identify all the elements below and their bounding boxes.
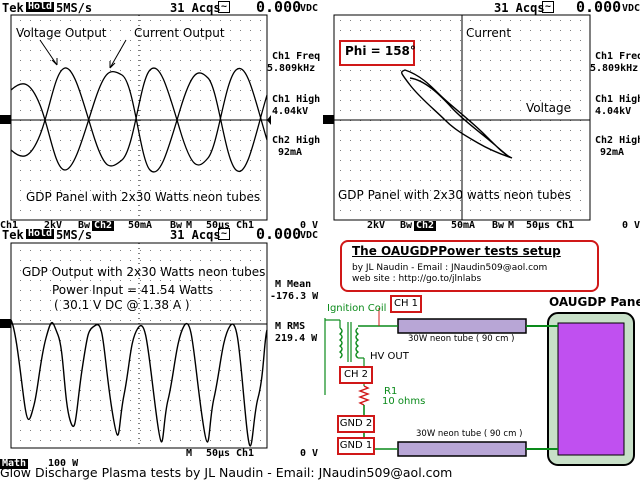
tl-mode: Hold bbox=[26, 1, 55, 12]
tr-footer-ch2: Ch2 bbox=[414, 220, 437, 231]
bl-mode: Hold bbox=[26, 228, 55, 239]
bl-math-scale: 100 W bbox=[48, 458, 79, 469]
panel-title: OAUGDP Panel bbox=[549, 295, 640, 309]
bl-trigger-icon: ~ bbox=[218, 228, 231, 240]
ch1-probe: CH 1 bbox=[390, 295, 422, 313]
tl-footer-bw: Bw bbox=[78, 220, 91, 231]
tr-footer-ch2-scale: 50mA bbox=[451, 220, 476, 231]
tr-high1-label: Ch1 High bbox=[595, 94, 640, 105]
bl-footer-m: M bbox=[186, 448, 193, 459]
bl-rate: 5MS/s bbox=[56, 228, 93, 242]
phi-label: Phi = 158° bbox=[345, 44, 416, 58]
tl-voltage: 0.000 bbox=[256, 0, 302, 16]
bl-power-detail: ( 30.1 V DC @ 1.38 A ) bbox=[54, 298, 190, 312]
tr-voltage: 0.000 bbox=[576, 0, 622, 16]
tr-trigger-icon: ~ bbox=[542, 1, 555, 13]
tl-high2-label: Ch2 High bbox=[272, 135, 321, 146]
tl-brand: Tek bbox=[2, 1, 24, 15]
tl-trigger-icon: ~ bbox=[218, 1, 231, 13]
phi-box bbox=[339, 40, 415, 66]
tube-top-label: 30W neon tube ( 90 cm ) bbox=[408, 334, 515, 344]
tl-high1-value: 4.04kV bbox=[272, 106, 309, 117]
bl-footer-level: 0 V bbox=[300, 448, 319, 459]
tl-footer-bw2: Bw bbox=[170, 220, 183, 231]
tl-high1-label: Ch1 High bbox=[272, 94, 321, 105]
tl-footer-level: 0 V bbox=[300, 220, 319, 231]
footer-credit: Glow Discharge Plasma tests by JL Naudin… bbox=[0, 465, 453, 480]
bl-math: Math bbox=[0, 458, 29, 469]
bl-footer-timebase: 50μs bbox=[206, 448, 231, 459]
bl-mean-value: -176.3 W bbox=[270, 291, 319, 302]
tr-footer-timebase: 50μs bbox=[526, 220, 551, 231]
tr-footer-trig: Ch1 bbox=[556, 220, 575, 231]
voltage-trace bbox=[10, 67, 268, 167]
setup-website: web site : http://go.to/jlnlabs bbox=[352, 274, 482, 284]
tr-freq-label: Ch1 Freq bbox=[595, 51, 640, 62]
r1-label: R1 bbox=[384, 386, 398, 397]
bl-footer-trig: Ch1 bbox=[236, 448, 255, 459]
tl-caption: GDP Panel with 2x30 Watts neon tubes bbox=[26, 190, 261, 204]
setup-author: by JL Naudin - Email : JNaudin509@aol.co… bbox=[352, 263, 548, 273]
bl-caption: GDP Output with 2x30 Watts neon tubes bbox=[22, 265, 266, 279]
tl-footer-ch1: Ch1 bbox=[0, 220, 19, 231]
tl-footer-ch1-scale: 2kV bbox=[44, 220, 63, 231]
bl-power: Power Input = 41.54 Watts bbox=[52, 283, 214, 297]
tr-high1-value: 4.04kV bbox=[595, 106, 632, 117]
tr-footer-m: M bbox=[508, 220, 515, 231]
screen-bottom-left bbox=[10, 242, 268, 449]
tl-freq-value: 5.809kHz bbox=[267, 63, 316, 74]
setup-title: The OAUGDPPower tests setup bbox=[352, 244, 561, 258]
tl-footer-timebase: 50μs bbox=[206, 220, 231, 231]
current-trace bbox=[10, 71, 268, 173]
bl-rms-value: 219.4 W bbox=[275, 333, 318, 344]
tr-current-label: Current bbox=[466, 26, 512, 40]
ch2-probe: CH 2 bbox=[339, 366, 373, 384]
tube-bottom-label: 30W neon tube ( 90 cm ) bbox=[416, 429, 523, 439]
bl-acqs: 31 Acqs bbox=[170, 228, 221, 242]
tr-acqs: 31 Acqs bbox=[494, 1, 545, 15]
tl-acqs: 31 Acqs bbox=[170, 1, 221, 15]
ground-markers bbox=[0, 115, 334, 328]
tl-freq-label: Ch1 Freq bbox=[272, 51, 321, 62]
tr-high2-label: Ch2 High bbox=[595, 135, 640, 146]
tl-footer-trig: Ch1 bbox=[236, 220, 255, 231]
tl-footer-m: M bbox=[186, 220, 193, 231]
tl-high2-value: 92mA bbox=[278, 147, 303, 158]
tr-footer-bw2: Bw bbox=[492, 220, 505, 231]
r1-value: 10 ohms bbox=[382, 396, 426, 407]
tr-footer-level: 0 V bbox=[622, 220, 640, 231]
gnd2-probe: GND 2 bbox=[337, 415, 375, 433]
bl-unit: VDC bbox=[300, 230, 319, 241]
tl-unit: VDC bbox=[300, 3, 319, 14]
tr-unit: VDC bbox=[622, 3, 640, 14]
ignition-coil-label: Ignition Coil bbox=[327, 303, 387, 314]
bl-voltage: 0.000 bbox=[256, 225, 302, 243]
tr-high2-value: 92mA bbox=[600, 147, 625, 158]
tr-voltage-label: Voltage bbox=[526, 101, 572, 115]
tr-caption: GDP Panel with 2x30 watts neon tubes bbox=[338, 188, 571, 202]
tl-footer-ch2: Ch2 bbox=[92, 220, 115, 231]
bl-brand: Tek bbox=[2, 228, 24, 242]
lissajous-trace bbox=[401, 69, 513, 159]
tl-rate: 5MS/s bbox=[56, 1, 93, 15]
tl-current-label: Current Output bbox=[134, 26, 225, 40]
hv-out-label: HV OUT bbox=[370, 351, 409, 362]
power-trace bbox=[10, 319, 268, 447]
bl-mean-label: M Mean bbox=[275, 279, 312, 290]
setup-title-box bbox=[340, 240, 599, 292]
tr-freq-value: 5.809kHz bbox=[590, 63, 639, 74]
tl-voltage-label: Voltage Output bbox=[16, 26, 107, 40]
tl-footer-ch2-scale: 50mA bbox=[128, 220, 153, 231]
label-arrows bbox=[39, 39, 127, 69]
bl-rms-label: M RMS bbox=[275, 321, 306, 332]
gnd1-probe: GND 1 bbox=[337, 437, 375, 455]
screen-top-left bbox=[10, 14, 268, 221]
setup-schematic bbox=[324, 308, 635, 466]
tr-footer-ch1-scale: 2kV bbox=[367, 220, 386, 231]
tr-footer-bw: Bw bbox=[400, 220, 413, 231]
